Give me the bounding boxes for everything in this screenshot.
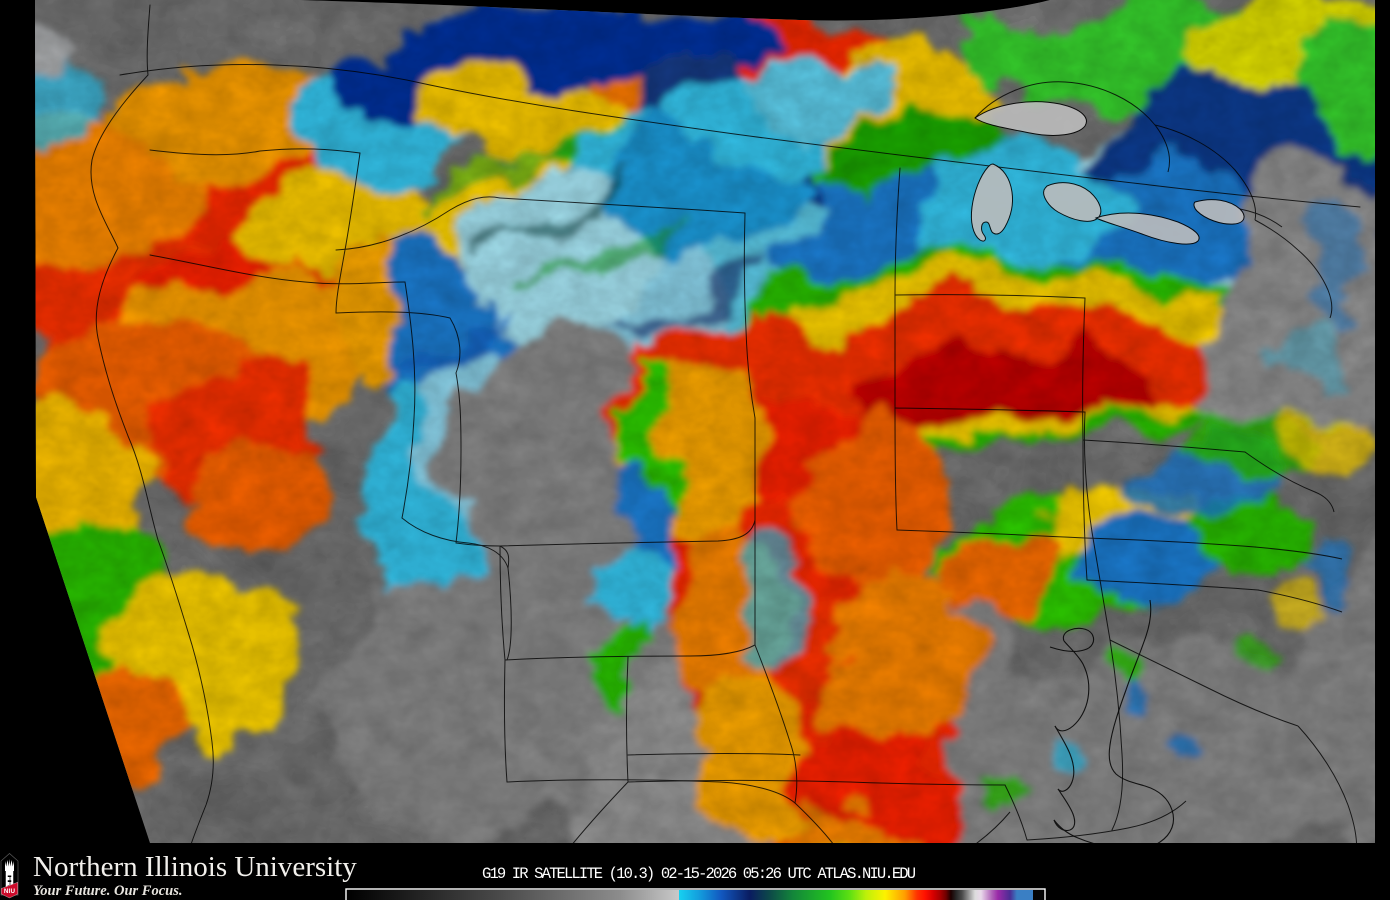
svg-text:Your Future. Our Focus.: Your Future. Our Focus.: [33, 883, 182, 899]
svg-text:NIU: NIU: [4, 888, 16, 895]
svg-text:G19 IR SATELLITE (10.3) 02-15: G19 IR SATELLITE (10.3) 02-15-2026 05:26…: [482, 865, 916, 883]
svg-text:Northern Illinois University: Northern Illinois University: [33, 851, 357, 883]
